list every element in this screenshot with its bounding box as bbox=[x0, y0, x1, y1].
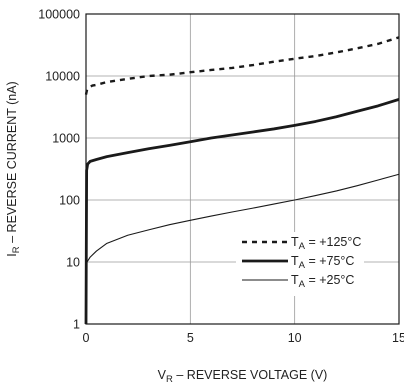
legend-background bbox=[236, 232, 364, 296]
y-tick-label: 100 bbox=[59, 194, 80, 208]
y-axis-label-sub: R bbox=[11, 246, 22, 253]
tick-labels: 0 5 10 15 1 10 100 1000 10000 100000 bbox=[38, 8, 404, 346]
x-tick-label: 10 bbox=[288, 331, 302, 345]
x-tick-label: 15 bbox=[392, 331, 404, 345]
series-125c bbox=[84, 36, 400, 95]
x-axis-label-main: V bbox=[158, 368, 167, 382]
y-tick-label: 10000 bbox=[45, 70, 80, 84]
x-tick-label: 5 bbox=[187, 331, 194, 345]
y-tick-label: 1000 bbox=[52, 132, 80, 146]
y-axis-label-rest: – REVERSE CURRENT (nA) bbox=[5, 81, 19, 246]
legend-label-25c: TA = +25°C bbox=[291, 273, 354, 290]
y-tick-label: 100000 bbox=[38, 8, 80, 22]
y-tick-label: 1 bbox=[73, 318, 80, 332]
series-layer bbox=[84, 36, 400, 325]
plot-frame bbox=[85, 13, 400, 325]
y-axis-label-main: I bbox=[5, 253, 19, 256]
legend-label-75c: TA = +75°C bbox=[291, 254, 354, 271]
series-25c bbox=[85, 173, 400, 266]
x-axis-label: VR – REVERSE VOLTAGE (V) bbox=[158, 368, 328, 385]
series-75c bbox=[84, 98, 400, 325]
y-axis-label: IR – REVERSE CURRENT (nA) bbox=[5, 81, 22, 256]
x-axis-label-rest: – REVERSE VOLTAGE (V) bbox=[173, 368, 327, 382]
x-axis-label-sub: R bbox=[166, 374, 173, 385]
legend-label-125c: TA = +125°C bbox=[291, 235, 361, 252]
x-tick-label: 0 bbox=[83, 331, 90, 345]
y-tick-label: 10 bbox=[66, 256, 80, 270]
legend: TA = +125°C TA = +75°C TA = +25°C bbox=[236, 232, 364, 296]
